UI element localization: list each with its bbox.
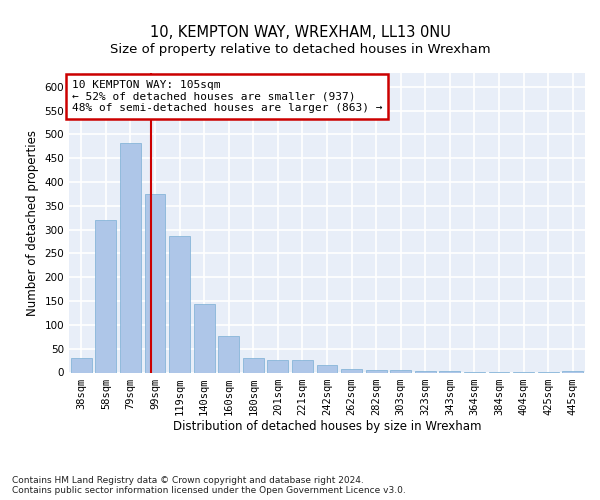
Bar [145,194,166,372]
Bar [415,370,436,372]
X-axis label: Distribution of detached houses by size in Wrexham: Distribution of detached houses by size … [173,420,481,434]
Bar [71,358,92,372]
Bar [439,371,460,372]
Bar [243,358,264,372]
Bar [194,304,215,372]
Bar [120,143,141,372]
Text: Size of property relative to detached houses in Wrexham: Size of property relative to detached ho… [110,44,490,57]
Bar [95,220,116,372]
Bar [292,360,313,372]
Bar [169,236,190,372]
Text: Contains HM Land Registry data © Crown copyright and database right 2024.
Contai: Contains HM Land Registry data © Crown c… [12,476,406,495]
Bar [218,336,239,372]
Bar [341,368,362,372]
Text: 10, KEMPTON WAY, WREXHAM, LL13 0NU: 10, KEMPTON WAY, WREXHAM, LL13 0NU [149,25,451,40]
Bar [562,370,583,372]
Y-axis label: Number of detached properties: Number of detached properties [26,130,39,316]
Bar [390,370,411,372]
Text: 10 KEMPTON WAY: 105sqm
← 52% of detached houses are smaller (937)
48% of semi-de: 10 KEMPTON WAY: 105sqm ← 52% of detached… [71,80,382,113]
Bar [365,370,386,372]
Bar [317,366,337,372]
Bar [268,360,289,372]
